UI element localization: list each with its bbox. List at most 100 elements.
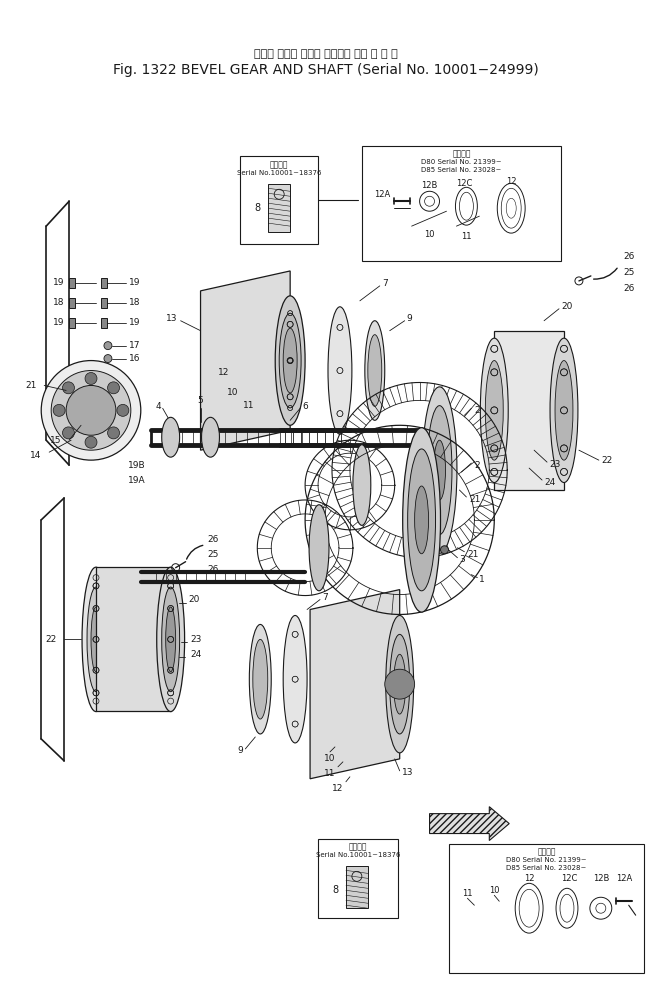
Text: 21: 21 [25,381,36,390]
Ellipse shape [166,607,176,672]
Text: 19: 19 [129,279,140,288]
Ellipse shape [279,313,301,408]
Polygon shape [430,807,509,840]
Text: 23: 23 [549,460,560,469]
Text: 12C: 12C [456,179,473,188]
Text: 10: 10 [325,755,336,763]
Ellipse shape [87,587,105,691]
Ellipse shape [365,321,385,421]
Circle shape [63,427,74,439]
Text: 11: 11 [461,231,471,240]
Text: 16: 16 [129,354,140,363]
Ellipse shape [485,361,503,460]
Text: 9: 9 [238,747,244,755]
Text: 8: 8 [254,203,261,213]
Text: Serial No.10001~18376: Serial No.10001~18376 [237,170,321,176]
Bar [101,318,107,328]
Text: 適用号等: 適用号等 [270,160,289,168]
Circle shape [104,355,112,362]
Text: 15: 15 [50,435,61,444]
Bar [318,838,398,918]
Circle shape [85,372,97,384]
Circle shape [63,382,74,394]
Text: 7: 7 [322,593,328,602]
Circle shape [441,546,449,554]
Bar [362,147,561,261]
Text: 10: 10 [424,230,435,238]
Circle shape [85,436,97,448]
Ellipse shape [309,504,329,591]
Text: 11: 11 [242,401,254,410]
Circle shape [51,370,131,450]
Ellipse shape [91,607,101,672]
Bar [69,278,75,288]
Bar [268,184,290,232]
Bar [101,297,107,307]
Ellipse shape [407,449,436,591]
Ellipse shape [249,624,271,734]
Text: 12C: 12C [561,874,577,883]
Circle shape [108,382,119,394]
Text: ベベル ギヤー および シャフト （適 用 号 機: ベベル ギヤー および シャフト （適 用 号 機 [254,49,398,59]
Text: 12A: 12A [616,874,632,883]
Text: 13: 13 [402,768,413,777]
Circle shape [108,427,119,439]
Text: 5: 5 [198,396,204,406]
Text: 26: 26 [208,565,219,574]
Bar [449,843,644,973]
Text: D80 Serial No. 21399~: D80 Serial No. 21399~ [421,160,502,165]
Text: 10: 10 [227,388,238,397]
Text: Serial No.10001~18376: Serial No.10001~18376 [315,852,400,859]
Text: 11: 11 [462,888,473,897]
Ellipse shape [353,444,371,525]
Text: 12: 12 [506,177,517,186]
Text: 25: 25 [624,269,635,278]
Circle shape [53,405,65,417]
Text: 22: 22 [602,456,613,465]
Polygon shape [200,271,290,450]
Text: 12: 12 [217,368,229,377]
Text: 9: 9 [407,314,413,323]
Ellipse shape [403,427,441,612]
Bar [69,297,75,307]
Bar [96,566,170,711]
Text: 12: 12 [332,784,343,793]
Text: 26: 26 [624,285,635,294]
Text: 10: 10 [489,886,500,894]
Ellipse shape [253,639,268,719]
Text: 19A: 19A [128,476,146,485]
Ellipse shape [386,616,413,753]
Circle shape [117,405,129,417]
Text: D85 Serial No. 23028~: D85 Serial No. 23028~ [506,866,587,872]
Text: 4: 4 [155,402,161,411]
Ellipse shape [390,634,409,734]
Ellipse shape [157,567,185,711]
Ellipse shape [162,587,180,691]
Text: 20: 20 [561,302,573,311]
Ellipse shape [283,616,307,743]
Text: D85 Serial No. 23028~: D85 Serial No. 23028~ [421,167,502,173]
Text: 19: 19 [53,279,64,288]
Text: 22: 22 [45,635,56,644]
Text: 適用号等: 適用号等 [349,842,367,851]
Text: 20: 20 [189,595,200,604]
Ellipse shape [394,654,406,714]
Ellipse shape [434,440,445,500]
Text: 17: 17 [129,341,140,350]
Text: 13: 13 [166,314,178,323]
Text: 26: 26 [208,535,219,545]
Text: 24: 24 [544,478,555,487]
Text: 適用号等: 適用号等 [452,149,471,158]
Text: 19: 19 [53,318,64,327]
Ellipse shape [550,338,578,483]
Ellipse shape [328,306,352,434]
Ellipse shape [415,486,428,554]
Ellipse shape [368,335,382,407]
Text: 1: 1 [479,575,485,584]
Ellipse shape [555,361,573,460]
Polygon shape [310,590,400,779]
Text: 8: 8 [332,886,338,895]
Text: 12B: 12B [421,181,438,190]
Ellipse shape [275,296,305,426]
Bar [240,157,318,244]
